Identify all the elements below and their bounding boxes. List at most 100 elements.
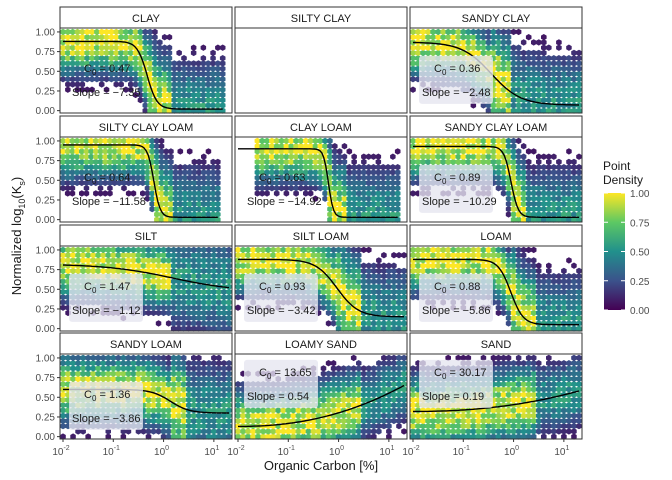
density-hex: [505, 386, 512, 393]
density-hex: [283, 158, 290, 166]
density-hex: [216, 354, 222, 362]
density-hex: [130, 365, 137, 372]
density-hex: [168, 185, 174, 192]
density-hex: [571, 370, 577, 377]
density-hex: [571, 283, 577, 290]
density-hex: [515, 375, 522, 383]
density-hex: [176, 70, 182, 78]
density-hex: [226, 407, 232, 414]
density-hex: [298, 179, 304, 187]
density-hex: [219, 70, 226, 78]
density-hex: [170, 299, 177, 306]
density-hex: [121, 174, 127, 181]
density-hex: [132, 49, 139, 57]
density-hex: [371, 288, 377, 296]
density-hex: [211, 391, 217, 398]
density-hex: [401, 283, 407, 290]
density-hex: [420, 153, 426, 160]
density-hex: [93, 158, 99, 166]
density-hex: [150, 294, 157, 301]
density-hex: [420, 252, 426, 259]
density-hex: [65, 375, 71, 383]
density-hex: [385, 200, 391, 208]
density-hex: [361, 283, 367, 290]
density-hex: [551, 299, 557, 306]
density-hex: [531, 65, 537, 72]
density-hex: [380, 200, 386, 208]
density-hex: [566, 96, 572, 104]
density-hex: [320, 422, 327, 430]
density-hex: [97, 179, 104, 187]
density-hex: [340, 252, 347, 259]
density-hex: [500, 190, 507, 197]
density-hex: [123, 76, 129, 83]
density-hex: [495, 391, 502, 398]
density-hex: [270, 246, 276, 254]
y-tick-label: 1.00: [36, 136, 56, 147]
density-hex: [90, 375, 96, 383]
density-hex: [325, 267, 332, 275]
density-hex: [108, 60, 115, 67]
density-hex: [305, 428, 312, 435]
density-hex: [525, 365, 532, 372]
density-hex: [541, 185, 547, 192]
density-hex: [226, 304, 232, 311]
density-hex: [420, 422, 426, 430]
density-hex: [89, 55, 95, 62]
density-hex: [211, 320, 217, 327]
density-hex: [317, 143, 323, 150]
density-hex: [541, 211, 547, 218]
density-hex: [226, 417, 232, 425]
density-hex: [123, 70, 129, 78]
density-hex: [95, 365, 101, 372]
density-hex: [195, 81, 202, 88]
density-hex: [330, 365, 337, 372]
density-hex: [485, 39, 492, 46]
density-hex: [576, 304, 582, 311]
density-hex: [158, 153, 165, 160]
density-hex: [190, 44, 197, 51]
density-hex: [98, 60, 105, 67]
density-hex: [221, 375, 227, 383]
density-hex: [79, 60, 86, 67]
density-hex: [345, 278, 352, 285]
density-hex: [551, 309, 557, 317]
density-hex: [245, 412, 251, 419]
density-hex: [165, 417, 172, 425]
density-hex: [206, 422, 212, 430]
density-hex: [121, 179, 127, 187]
density-hex: [142, 107, 148, 114]
density-hex: [500, 246, 507, 254]
density-hex: [571, 288, 577, 296]
density-hex: [531, 81, 537, 88]
density-hex: [500, 412, 507, 419]
density-hex: [490, 39, 497, 46]
density-hex: [186, 386, 192, 393]
density-hex: [74, 55, 81, 62]
density-hex: [60, 28, 66, 36]
density-hex: [150, 360, 157, 367]
density-hex: [531, 49, 537, 57]
density-hex: [475, 34, 482, 41]
density-hex: [103, 55, 110, 62]
density-hex: [201, 402, 207, 409]
density-hex: [475, 262, 482, 269]
density-hex: [495, 396, 502, 404]
density-hex: [546, 428, 552, 435]
density-hex: [60, 299, 66, 306]
density-hex: [235, 428, 241, 435]
density-hex: [60, 169, 66, 176]
density-hex: [520, 91, 527, 99]
density-hex: [235, 381, 241, 388]
density-hex: [361, 278, 367, 285]
density-hex: [394, 211, 401, 218]
density-hex: [322, 190, 328, 197]
density-hex: [105, 246, 111, 254]
density-hex: [495, 174, 502, 181]
density-hex: [546, 174, 552, 181]
density-hex: [260, 417, 266, 425]
density-hex: [210, 169, 216, 176]
density-hex: [155, 354, 162, 362]
density-hex: [531, 386, 537, 393]
density-hex: [211, 422, 217, 430]
